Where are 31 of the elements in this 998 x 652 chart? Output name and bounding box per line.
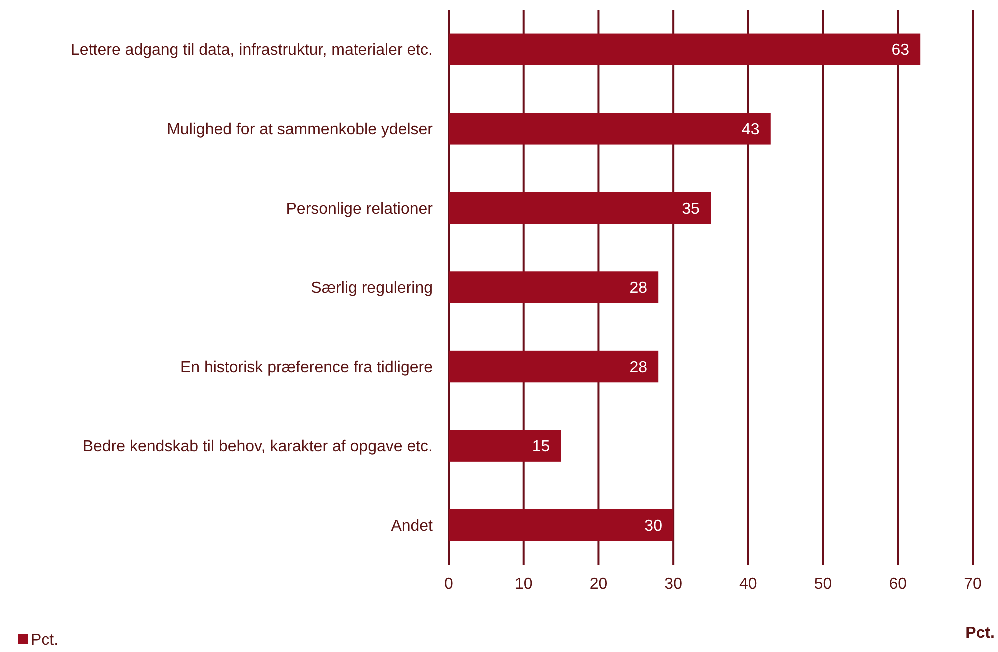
data-label: 28 (630, 280, 648, 298)
x-axis-title: Pct. (966, 625, 995, 642)
bar (449, 350, 659, 383)
bar (449, 272, 659, 304)
data-label: 28 (630, 359, 648, 376)
data-label: 63 (892, 42, 910, 60)
data-label: 30 (644, 518, 663, 535)
x-tick-label: 10 (514, 576, 533, 593)
y-tick-label: Mulighed for at sammenkoble ydelser (167, 122, 434, 139)
data-label: 15 (532, 438, 550, 456)
x-tick-label: 40 (740, 576, 758, 593)
x-tick-label: 60 (889, 576, 908, 593)
x-tick-label: 20 (590, 576, 608, 593)
bar (449, 510, 674, 542)
bar (449, 192, 711, 224)
x-tick-label: 50 (814, 576, 832, 593)
x-tick-label: 70 (964, 576, 982, 593)
y-tick-label: Bedre kendskab til behov, karakter af opgave etc. (82, 438, 433, 456)
data-label: 43 (742, 122, 760, 139)
y-tick-label: En historisk præference fra tidligere (180, 359, 434, 376)
y-tick-label: Lettere adgang til data, infrastruktur, materialer etc. (71, 42, 433, 60)
y-tick-label: Personlige relationer (286, 200, 434, 218)
x-tick-label: 30 (664, 576, 683, 593)
bar (449, 34, 921, 66)
y-tick-label: Andet (391, 518, 434, 535)
y-tick-label: Særlig regulering (311, 280, 433, 298)
bar (449, 113, 771, 145)
x-tick-label: 0 (444, 576, 454, 593)
legend-label: Pct. (31, 632, 59, 649)
bar (449, 430, 562, 462)
data-label: 35 (682, 200, 700, 218)
